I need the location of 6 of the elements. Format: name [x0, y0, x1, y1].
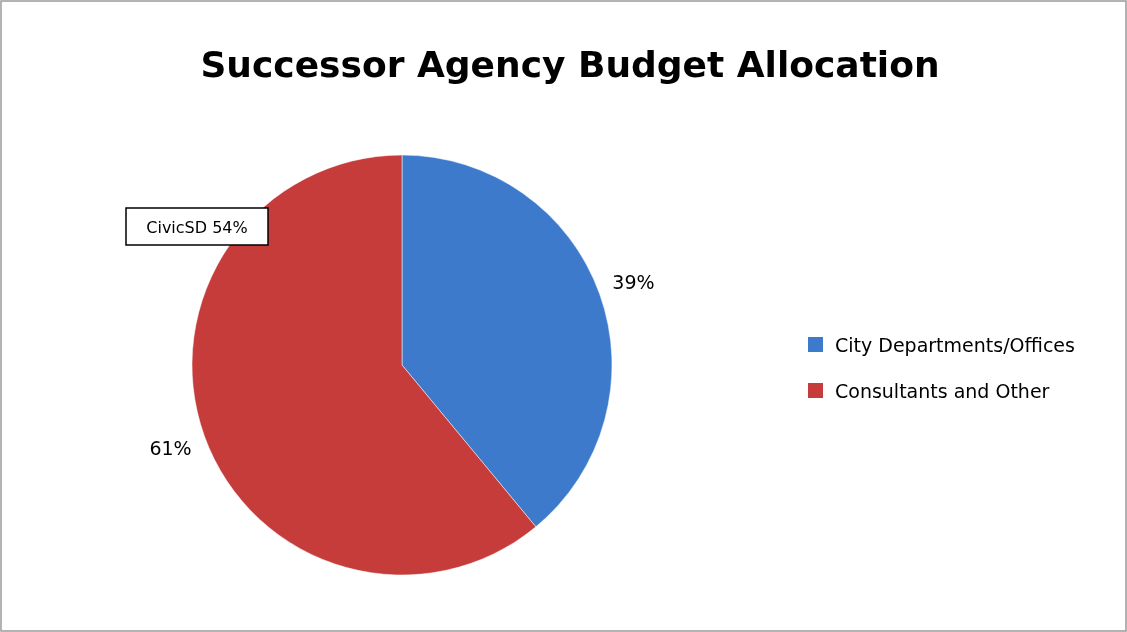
text: CivicSD 54% — [146, 217, 248, 237]
legend-label: City Departments/Offices — [835, 334, 1075, 356]
legend-label: Consultants and Other — [835, 380, 1050, 402]
chart-title: Successor Agency Budget Allocation — [200, 44, 940, 85]
data-label: 61% — [149, 437, 192, 460]
data-label: 39% — [612, 270, 655, 293]
